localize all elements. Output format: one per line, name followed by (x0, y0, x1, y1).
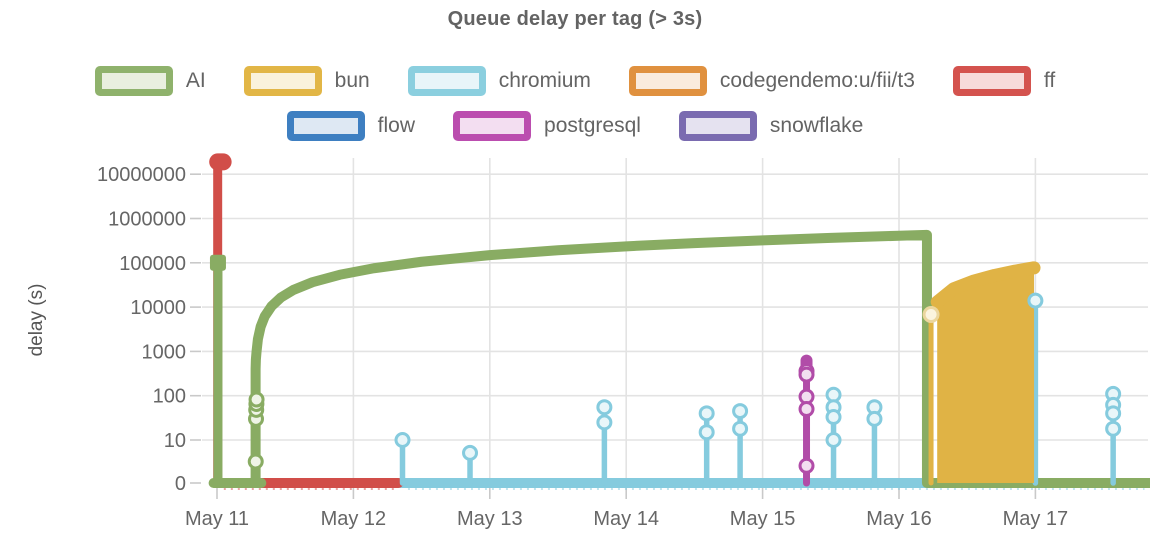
legend-label-ff: ff (1043, 69, 1056, 92)
series-point-marker (1105, 420, 1122, 437)
series-point-marker (798, 457, 815, 474)
y-tick-label: 1000000 (108, 209, 186, 231)
y-tick-label: 10 (164, 430, 186, 452)
series-postgresql (798, 354, 815, 487)
chart-title: Queue delay per tag (> 3s) (447, 8, 703, 30)
series-point-marker (732, 403, 749, 420)
legend-item-bun[interactable]: bun (243, 66, 370, 96)
series-point-marker (1105, 405, 1122, 422)
x-tick-label: May 14 (593, 508, 659, 530)
series-point-marker (825, 432, 842, 448)
series-bun (922, 261, 1041, 486)
series-point-marker (1027, 292, 1044, 309)
series-point-marker (698, 424, 715, 441)
legend-swatch-ff (952, 66, 1031, 96)
x-tick-label: May 11 (185, 508, 249, 530)
legend-row-2: flow postgresql snowflake (0, 110, 1150, 142)
y-tick-label: 100000 (119, 253, 186, 275)
series-point-marker (462, 444, 479, 461)
legend-label-postgresql: postgresql (544, 114, 641, 137)
series-line (930, 261, 1041, 309)
series-point-marker (247, 453, 264, 470)
series-chromium-markers (394, 292, 1122, 461)
legend-swatch-bun (243, 66, 322, 96)
series-point-marker (825, 409, 842, 426)
series-area (937, 267, 1035, 483)
legend-item-postgresql[interactable]: postgresql (453, 111, 641, 141)
legend-label-codegendemo-u-fii-t3: codegendemo:u/fii/t3 (719, 69, 915, 92)
legend-row-1: AI bun chromium codegendemo:u/fii/t3 ff (0, 64, 1150, 98)
series-line (250, 229, 1150, 488)
series-point-marker (922, 306, 940, 324)
legend-swatch-chromium (407, 66, 486, 96)
legend-item-flow[interactable]: flow (286, 111, 416, 141)
y-tick-label: 100 (153, 386, 186, 408)
legend-swatch-snowflake (678, 111, 757, 141)
series-ai (208, 229, 1150, 488)
series-point-marker (596, 399, 613, 416)
series-point-marker (394, 432, 411, 448)
series-point-marker (698, 405, 715, 422)
y-tick-label: 10000 (130, 297, 186, 319)
legend-swatch-codegendemo-u-fii-t3 (628, 66, 707, 96)
series-point-marker (798, 366, 815, 383)
legend-label-snowflake: snowflake (769, 114, 864, 137)
legend-label-ai: AI (185, 69, 206, 92)
legend-label-flow: flow (377, 114, 416, 137)
y-tick-label: 0 (175, 473, 186, 495)
legend-swatch-postgresql (453, 111, 532, 141)
legend-item-ai[interactable]: AI (94, 66, 206, 96)
legend-item-codegendemo-u-fii-t3[interactable]: codegendemo:u/fii/t3 (628, 66, 915, 96)
axis-layer: 0 10 100 1000 10000 100000 1000000 10000000 May … (26, 164, 1068, 530)
series-point-marker (732, 420, 749, 437)
series-point-marker (798, 401, 815, 418)
legend-item-ff[interactable]: ff (952, 66, 1056, 96)
x-tick-label: May 13 (457, 508, 523, 530)
legend-label-bun: bun (334, 69, 370, 92)
legend-swatch-ai (94, 66, 173, 96)
legend-swatch-flow (286, 111, 365, 141)
y-axis-title: delay (s) (26, 284, 47, 357)
y-tick-label: 1000 (142, 341, 187, 363)
x-tick-label: May 15 (730, 508, 796, 530)
series-square-marker (209, 254, 226, 271)
legend-label-chromium: chromium (498, 69, 591, 92)
x-tick-label: May 16 (866, 508, 932, 530)
legend-item-snowflake[interactable]: snowflake (678, 111, 864, 141)
x-tick-label: May 12 (321, 508, 387, 530)
series-point-marker (596, 414, 613, 431)
y-tick-label: 10000000 (97, 164, 186, 186)
legend-item-chromium[interactable]: chromium (407, 66, 591, 96)
series-point-marker (866, 410, 883, 427)
x-tick-label: May 17 (1003, 508, 1069, 530)
series-point-marker (248, 391, 265, 408)
